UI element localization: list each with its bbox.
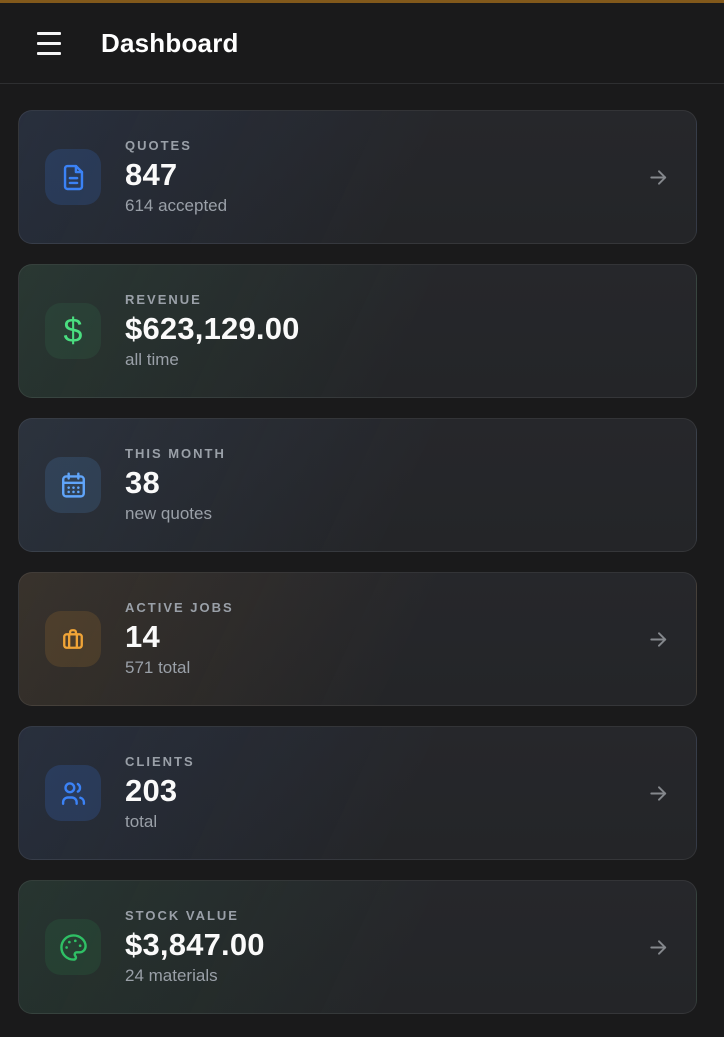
- app-header: Dashboard: [0, 3, 724, 84]
- stat-value: 38: [125, 464, 160, 500]
- stat-icon-tile: [45, 611, 101, 667]
- stat-icon-tile: [45, 765, 101, 821]
- stat-card[interactable]: STOCK VALUE $3,847.00 24 materials: [18, 880, 697, 1014]
- dollar-icon: $: [63, 312, 83, 350]
- users-icon: [61, 781, 85, 805]
- arrow-right-icon: [647, 166, 670, 189]
- stat-sub: 24 materials: [125, 966, 218, 986]
- arrow-right-icon: [647, 628, 670, 651]
- stat-label: QUOTES: [125, 137, 192, 153]
- stat-icon-tile: [45, 457, 101, 513]
- stat-value: 847: [125, 156, 178, 192]
- stat-icon-tile: [45, 919, 101, 975]
- stat-value: 14: [125, 618, 160, 654]
- hamburger-menu-icon[interactable]: [33, 26, 65, 61]
- stats-list: QUOTES 847 614 accepted $ REVENUE $623,1…: [0, 84, 724, 1014]
- calendar-icon: [61, 471, 85, 498]
- top-accent-bar: [0, 0, 724, 3]
- stat-value: 203: [125, 772, 178, 808]
- stat-card[interactable]: CLIENTS 203 total: [18, 726, 697, 860]
- stat-value: $3,847.00: [125, 926, 265, 962]
- stat-card[interactable]: QUOTES 847 614 accepted: [18, 110, 697, 244]
- stat-label: THIS MONTH: [125, 445, 226, 461]
- file-text-icon: [63, 164, 83, 190]
- briefcase-icon: [63, 629, 83, 649]
- stat-card[interactable]: $ REVENUE $623,129.00 all time: [18, 264, 697, 398]
- stat-label: STOCK VALUE: [125, 907, 239, 923]
- stat-label: REVENUE: [125, 291, 202, 307]
- stat-sub: total: [125, 812, 158, 832]
- stat-label: CLIENTS: [125, 753, 195, 769]
- stat-value: $623,129.00: [125, 310, 300, 346]
- palette-icon: [59, 933, 87, 961]
- stat-card[interactable]: THIS MONTH 38 new quotes: [18, 418, 697, 552]
- stat-sub: new quotes: [125, 504, 212, 524]
- stat-sub: 614 accepted: [125, 196, 228, 216]
- stat-sub: all time: [125, 350, 179, 370]
- arrow-right-icon: [647, 782, 670, 805]
- stat-label: ACTIVE JOBS: [125, 599, 234, 615]
- stat-icon-tile: [45, 149, 101, 205]
- arrow-right-icon: [647, 936, 670, 959]
- stat-card[interactable]: ACTIVE JOBS 14 571 total: [18, 572, 697, 706]
- page-title: Dashboard: [101, 27, 239, 58]
- stat-sub: 571 total: [125, 658, 191, 678]
- stat-icon-tile: $: [45, 303, 101, 359]
